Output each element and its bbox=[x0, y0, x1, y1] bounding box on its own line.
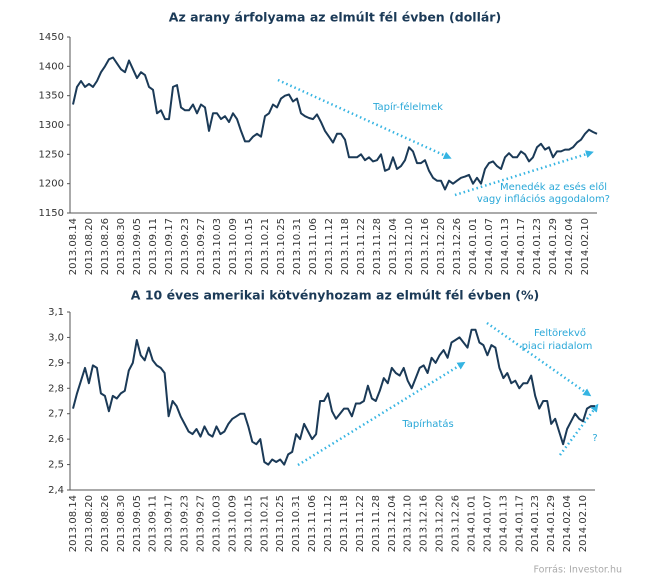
y-tick-label: 1300 bbox=[39, 120, 64, 131]
x-tick-label: 2013.09.27 bbox=[196, 495, 207, 552]
x-tick-label: 2014.02.04 bbox=[564, 218, 575, 275]
y-tick-label: 1250 bbox=[39, 149, 64, 160]
x-tick-label: 2014.01.23 bbox=[532, 218, 543, 275]
y-tick-label: 1450 bbox=[39, 32, 64, 43]
y-tick-label: 1400 bbox=[39, 61, 64, 72]
x-tick-label: 2013.08.30 bbox=[116, 218, 127, 275]
x-tick-label: 2013.08.26 bbox=[100, 495, 111, 552]
x-tick-label: 2013.09.27 bbox=[196, 218, 207, 275]
y-tick-label: 2,5 bbox=[48, 460, 64, 471]
x-tick-label: 2013.11.12 bbox=[324, 218, 335, 275]
x-tick-label: 2013.09.23 bbox=[180, 218, 191, 275]
x-tick-label: 2014.01.13 bbox=[500, 218, 511, 275]
x-tick-label: 2013.08.30 bbox=[116, 495, 127, 552]
x-tick-label: 2014.01.07 bbox=[484, 218, 495, 275]
x-tick-label: 2013.10.09 bbox=[228, 218, 239, 275]
x-tick-label: 2013.12.16 bbox=[419, 495, 430, 552]
x-tick-label: 2014.02.04 bbox=[562, 495, 573, 552]
x-tick-label: 2014.01.01 bbox=[468, 218, 479, 275]
x-tick-label: 2014.01.01 bbox=[466, 495, 477, 552]
x-tick-label: 2013.10.15 bbox=[243, 495, 254, 552]
x-tick-label: 2013.08.20 bbox=[84, 495, 95, 552]
arrow bbox=[297, 361, 466, 467]
x-tick-label: 2013.10.09 bbox=[227, 495, 238, 552]
y-tick-label: 1200 bbox=[39, 179, 64, 190]
x-tick-label: 2013.12.20 bbox=[436, 218, 447, 275]
x-tick-label: 2014.02.10 bbox=[578, 495, 589, 552]
x-tick-label: 2013.09.11 bbox=[148, 218, 159, 275]
annotation: Feltörekvő bbox=[534, 327, 586, 339]
x-tick-label: 2013.09.05 bbox=[132, 218, 143, 275]
chart-title: A 10 éves amerikai kötvényhozam az elmúl… bbox=[131, 288, 539, 303]
x-tick-label: 2014.01.13 bbox=[498, 495, 509, 552]
x-tick-label: 2013.10.25 bbox=[275, 495, 286, 552]
x-tick-label: 2013.08.14 bbox=[68, 495, 79, 552]
x-tick-label: 2013.12.10 bbox=[404, 218, 415, 275]
y-tick-label: 2,9 bbox=[48, 358, 64, 369]
x-tick-label: 2013.12.10 bbox=[403, 495, 414, 552]
x-tick-label: 2013.11.22 bbox=[355, 495, 366, 552]
x-tick-label: 2013.12.04 bbox=[388, 218, 399, 275]
x-tick-label: 2013.10.15 bbox=[244, 218, 255, 275]
x-tick-label: 2013.10.21 bbox=[259, 495, 270, 552]
x-tick-label: 2014.01.17 bbox=[516, 218, 527, 275]
source: Forrás: Investor.hu bbox=[534, 565, 622, 576]
chart-title: Az arany árfolyama az elmúlt fél évben (… bbox=[169, 10, 501, 25]
x-tick-label: 2013.09.17 bbox=[164, 218, 175, 275]
x-tick-label: 2013.12.26 bbox=[452, 218, 463, 275]
arrow bbox=[454, 150, 594, 197]
y-tick-label: 1150 bbox=[39, 208, 64, 219]
x-tick-label: 2013.11.06 bbox=[307, 495, 318, 552]
x-tick-label: 2013.11.22 bbox=[356, 218, 367, 275]
x-tick-label: 2013.12.16 bbox=[420, 218, 431, 275]
x-tick-label: 2013.09.05 bbox=[132, 495, 143, 552]
x-tick-label: 2014.01.29 bbox=[548, 218, 559, 275]
x-tick-label: 2014.02.10 bbox=[580, 218, 591, 275]
x-tick-label: 2013.11.28 bbox=[372, 218, 383, 275]
x-tick-label: 2013.08.20 bbox=[84, 218, 95, 275]
y-tick-label: 1350 bbox=[39, 91, 64, 102]
y-tick-label: 2,8 bbox=[48, 383, 64, 394]
x-tick-label: 2014.01.17 bbox=[514, 495, 525, 552]
x-tick-label: 2014.01.23 bbox=[530, 495, 541, 552]
y-tick-label: 2,6 bbox=[48, 434, 64, 445]
y-tick-label: 3,0 bbox=[48, 332, 64, 343]
x-tick-label: 2013.09.17 bbox=[164, 495, 175, 552]
x-tick-label: 2013.10.03 bbox=[212, 218, 223, 275]
x-tick-label: 2013.12.26 bbox=[451, 495, 462, 552]
x-tick-label: 2014.01.07 bbox=[482, 495, 493, 552]
x-tick-label: 2013.11.28 bbox=[371, 495, 382, 552]
line bbox=[72, 56, 598, 191]
x-tick-label: 2013.11.18 bbox=[339, 495, 350, 552]
annotation: Tapír-félelmek bbox=[372, 101, 443, 113]
y-tick-label: 2,7 bbox=[48, 409, 64, 420]
x-tick-label: 2013.08.26 bbox=[100, 218, 111, 275]
annotation: vagy inflációs aggodalom? bbox=[477, 193, 610, 205]
x-tick-label: 2013.11.12 bbox=[323, 495, 334, 552]
x-tick-label: 2013.11.06 bbox=[308, 218, 319, 275]
x-tick-label: 2013.08.14 bbox=[68, 218, 79, 275]
x-tick-label: 2013.10.31 bbox=[291, 495, 302, 552]
annotation: piaci riadalom bbox=[522, 341, 593, 352]
x-tick-label: 2014.01.29 bbox=[546, 495, 557, 552]
line bbox=[72, 328, 595, 466]
x-tick-label: 2013.10.03 bbox=[211, 495, 222, 552]
x-tick-label: 2013.12.20 bbox=[435, 495, 446, 552]
arrow bbox=[277, 78, 452, 159]
x-tick-label: 2013.10.25 bbox=[276, 218, 287, 275]
y-tick-label: 2,4 bbox=[48, 485, 64, 496]
annotation: ? bbox=[592, 433, 597, 444]
annotation: Tapírhatás bbox=[401, 418, 453, 430]
annotation: Menedék az esés elől bbox=[500, 181, 607, 193]
x-tick-label: 2013.11.18 bbox=[340, 218, 351, 275]
x-tick-label: 2013.09.11 bbox=[148, 495, 159, 552]
y-tick-label: 3,1 bbox=[48, 307, 64, 318]
x-tick-label: 2013.09.23 bbox=[180, 495, 191, 552]
x-tick-label: 2013.10.21 bbox=[260, 218, 271, 275]
arrow bbox=[559, 403, 599, 456]
x-tick-label: 2013.12.04 bbox=[387, 495, 398, 552]
x-tick-label: 2013.10.31 bbox=[292, 218, 303, 275]
